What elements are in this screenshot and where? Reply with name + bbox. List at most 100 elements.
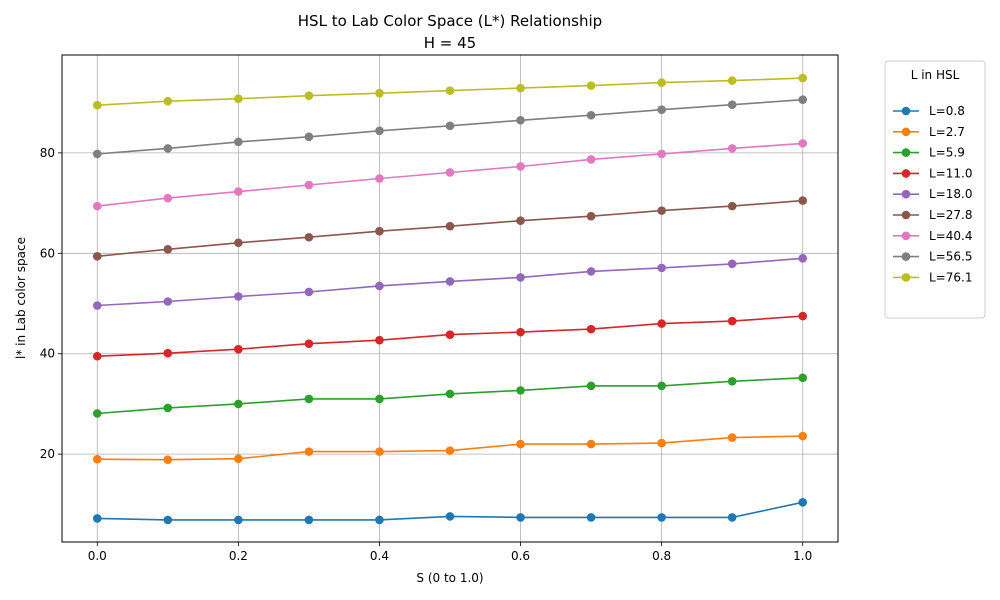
data-point (92, 454, 102, 464)
legend-item: L=40.4 (893, 229, 972, 243)
data-point (586, 513, 596, 522)
data-point (92, 252, 102, 261)
data-point (516, 439, 525, 449)
data-point (727, 100, 737, 110)
data-point (798, 431, 808, 441)
series-L=18.0 (92, 254, 808, 310)
data-point (657, 438, 666, 448)
legend-label: L=18.0 (929, 187, 972, 201)
data-point (445, 389, 455, 399)
legend-marker (901, 210, 911, 220)
data-point (163, 144, 173, 153)
legend-label: L=56.5 (929, 250, 972, 264)
x-axis-ticks: 0.0 0.2 0.4 0.6 0.8 1.0 (88, 542, 812, 563)
data-point (445, 121, 455, 131)
x-tick-label: 0.6 (511, 549, 530, 563)
data-point (445, 277, 455, 286)
data-point (304, 394, 314, 404)
legend-marker (901, 127, 911, 137)
data-point (657, 149, 666, 159)
data-point (798, 254, 808, 263)
data-point (445, 330, 455, 339)
legend-label: L=11.0 (929, 166, 972, 180)
legend-item: L=5.9 (893, 146, 965, 160)
legend-label: L=27.8 (929, 208, 972, 222)
data-point (375, 88, 384, 98)
legend-marker (901, 189, 911, 199)
data-point (727, 316, 737, 326)
data-point (163, 403, 173, 413)
data-point (304, 180, 314, 190)
series-L=2.7 (92, 431, 808, 464)
data-point (304, 287, 314, 297)
chart-subtitle: H = 45 (424, 34, 476, 52)
data-point (516, 162, 525, 171)
data-point (516, 216, 525, 225)
data-point (445, 221, 455, 231)
y-axis-ticks: 20 40 60 80 (40, 146, 62, 461)
data-point (727, 201, 737, 211)
data-point (445, 168, 455, 177)
series-L=11.0 (92, 311, 808, 361)
data-point (586, 439, 596, 449)
legend-item: L=11.0 (893, 166, 972, 180)
data-point (163, 297, 173, 306)
x-tick-label: 1.0 (793, 549, 812, 563)
legend-marker (901, 169, 911, 178)
data-point (727, 76, 737, 85)
data-point (304, 515, 314, 525)
data-point (163, 515, 173, 525)
x-tick-label: 0.4 (370, 549, 389, 563)
data-point (163, 244, 173, 254)
y-tick-label: 40 (40, 347, 55, 361)
data-point (375, 226, 384, 236)
data-point (163, 96, 173, 106)
legend-marker (901, 148, 911, 157)
legend-marker (901, 231, 911, 241)
data-point (445, 512, 455, 521)
legend-marker (901, 252, 911, 261)
data-point (304, 339, 314, 348)
data-point (516, 83, 525, 93)
legend-title: L in HSL (911, 68, 960, 82)
data-point (727, 144, 737, 153)
y-tick-label: 20 (40, 447, 55, 461)
legend-item: L=56.5 (893, 250, 972, 264)
data-point (92, 409, 102, 418)
y-axis-label: l* in Lab color space (14, 237, 28, 359)
data-point (234, 187, 243, 196)
data-point (234, 292, 243, 301)
data-point (657, 513, 666, 522)
series-L=40.4 (92, 139, 808, 211)
legend-item: L=76.1 (893, 270, 972, 284)
data-point (234, 94, 243, 103)
x-tick-label: 0.8 (652, 549, 671, 563)
data-point (798, 311, 808, 321)
legend-label: L=5.9 (929, 146, 965, 160)
data-point (445, 446, 455, 455)
data-point (798, 73, 808, 83)
legend-item: L=27.8 (893, 208, 972, 222)
data-point (586, 267, 596, 276)
x-tick-label: 0.2 (229, 549, 248, 563)
data-point (375, 281, 384, 291)
chart-title: HSL to Lab Color Space (L*) Relationship (298, 12, 602, 30)
data-point (234, 137, 243, 147)
data-point (516, 327, 525, 337)
data-point (375, 394, 384, 404)
series-group (92, 73, 808, 525)
data-point (234, 515, 243, 525)
data-point (92, 351, 102, 361)
data-point (657, 105, 666, 115)
series-L=27.8 (92, 196, 808, 261)
data-point (586, 381, 596, 391)
legend-label: L=76.1 (929, 270, 972, 284)
data-point (798, 373, 808, 383)
data-point (445, 86, 455, 95)
data-point (375, 447, 384, 456)
data-point (727, 433, 737, 442)
data-point (586, 155, 596, 164)
data-point (657, 319, 666, 328)
data-point (304, 132, 314, 142)
